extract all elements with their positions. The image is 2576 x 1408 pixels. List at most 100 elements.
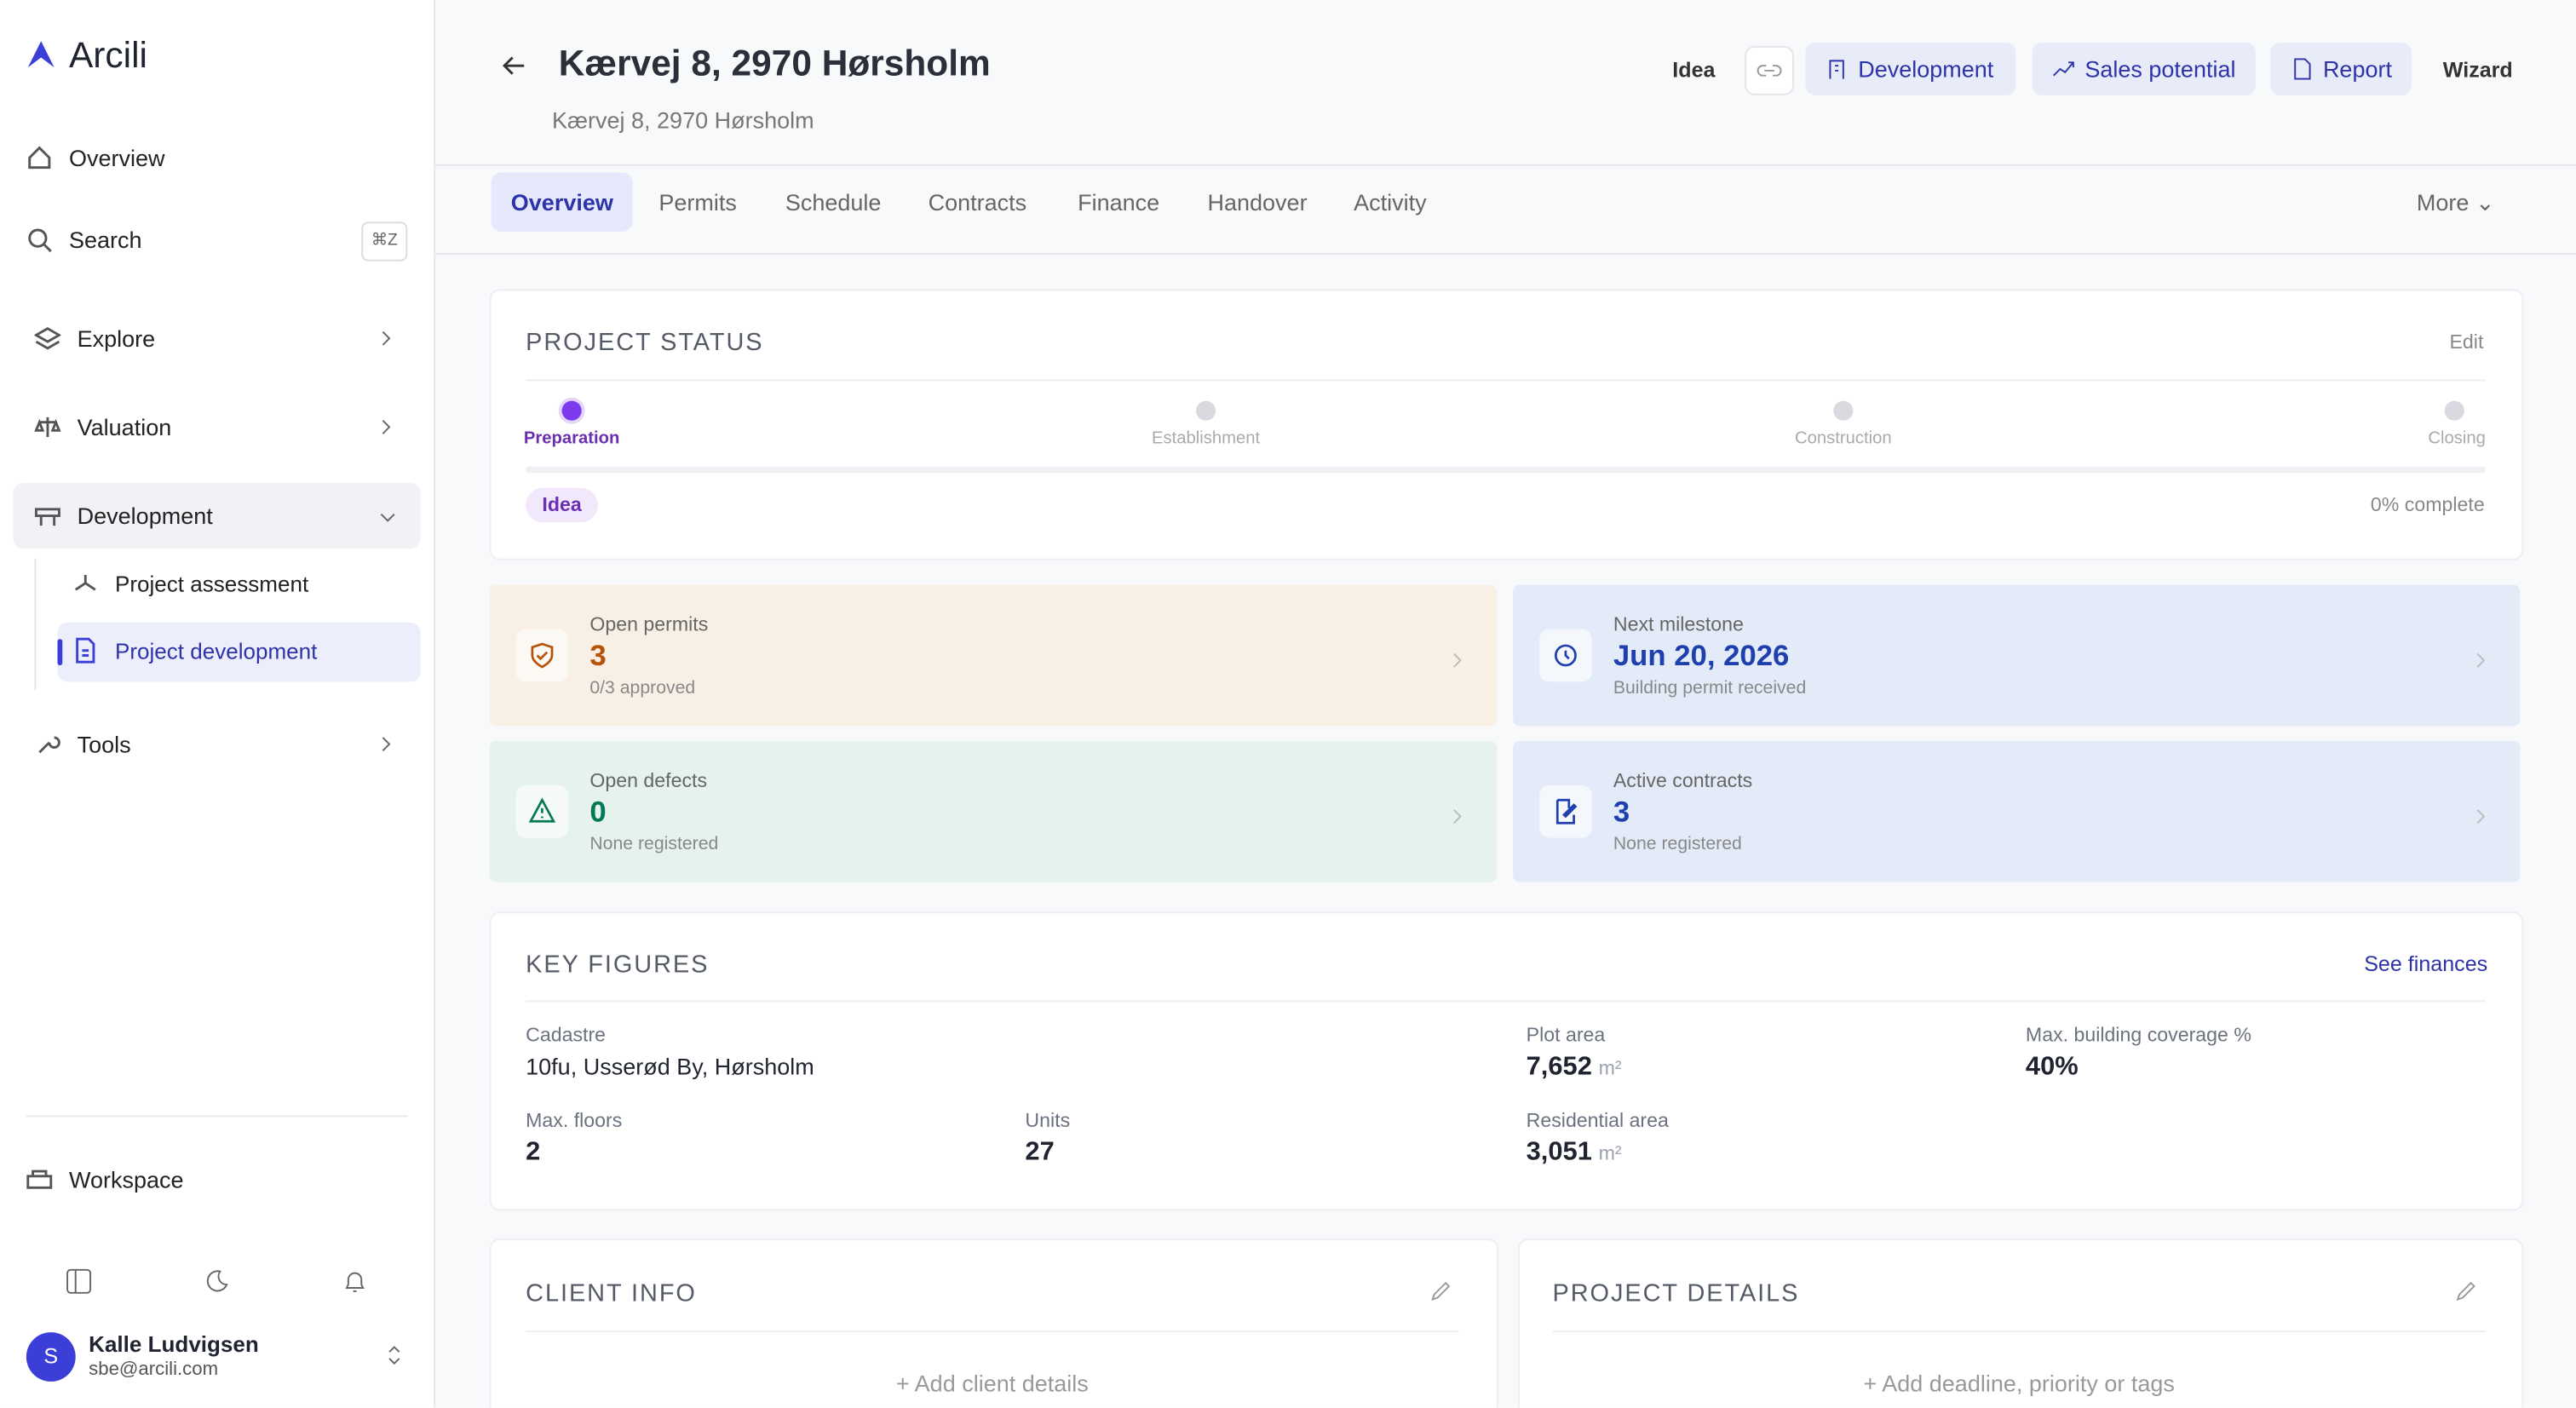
key-figures-title: KEY FIGURES xyxy=(526,951,710,980)
stat-card[interactable] xyxy=(1513,584,2521,727)
edit-icon[interactable] xyxy=(1429,1279,1452,1302)
nav-project-development[interactable]: Project development xyxy=(72,637,317,664)
figure-label: Units xyxy=(1025,1108,1071,1132)
status-edit[interactable]: Edit xyxy=(2449,330,2484,353)
step-label: Closing xyxy=(2428,428,2486,449)
action-label: Report xyxy=(2322,55,2392,83)
tab[interactable]: Schedule xyxy=(785,188,882,216)
nav-workspace[interactable]: Workspace xyxy=(26,1166,184,1192)
add-client[interactable]: + Add client details xyxy=(895,1370,1089,1397)
nav-active-bg xyxy=(57,622,421,682)
see-finances[interactable]: See finances xyxy=(2364,951,2488,976)
stat-label: Active contracts xyxy=(1613,768,1753,792)
nav-label: Overview xyxy=(68,144,165,171)
figure-value: 7,652 m² xyxy=(1527,1053,1622,1083)
action-label: Development xyxy=(1858,55,1994,83)
page-title: Kærvej 8, 2970 Hørsholm xyxy=(558,43,991,84)
figure-unit: m² xyxy=(1598,1141,1622,1165)
stat-value: Jun 20, 2026 xyxy=(1613,639,1790,672)
divider xyxy=(26,1115,408,1118)
progress-text: 0% complete xyxy=(2370,492,2485,516)
logo xyxy=(27,41,55,68)
stat-value: 3 xyxy=(589,639,607,672)
tab-more[interactable]: More ⌄ xyxy=(2416,188,2495,216)
add-details[interactable]: + Add deadline, priority or tags xyxy=(1863,1370,2175,1397)
step-dot xyxy=(558,397,585,424)
figure-number: 3,051 xyxy=(1526,1138,1592,1167)
status-card xyxy=(489,289,2524,560)
icon xyxy=(531,642,554,669)
action-button[interactable]: Development xyxy=(1805,43,2016,95)
tab[interactable]: Contracts xyxy=(928,188,1027,216)
stat-card[interactable] xyxy=(489,584,1497,727)
user-email: sbe@arcili.com xyxy=(89,1359,219,1380)
sidebar-toggle[interactable] xyxy=(66,1268,92,1295)
figure-label: Cadastre xyxy=(526,1023,607,1047)
chevron xyxy=(380,513,395,522)
nav-label: Explore xyxy=(77,325,156,352)
action-label: Idea xyxy=(1672,56,1716,82)
brand: Arcili xyxy=(68,34,147,76)
link-button[interactable] xyxy=(1745,45,1794,95)
figure-value: 40% xyxy=(2026,1053,2079,1083)
nav-overview[interactable]: Overview xyxy=(26,145,165,171)
tab-more-label: More xyxy=(2416,188,2470,216)
stat-note: None registered xyxy=(1613,834,1742,854)
icon xyxy=(1453,809,1462,824)
figure-number: 27 xyxy=(1025,1138,1055,1167)
tab[interactable]: Overview xyxy=(491,172,634,232)
step-dot xyxy=(1833,400,1854,421)
user-menu[interactable] xyxy=(386,1344,402,1367)
client-title: CLIENT INFO xyxy=(526,1279,697,1308)
stat-value: 3 xyxy=(1613,795,1630,828)
edit-icon[interactable] xyxy=(2454,1279,2477,1302)
tab[interactable]: Handover xyxy=(1207,188,1308,216)
stat-card[interactable] xyxy=(1513,740,2521,882)
nav-search[interactable]: Search xyxy=(26,227,142,253)
nav-explore[interactable]: Explore xyxy=(34,325,155,352)
details-card xyxy=(1517,1238,2524,1408)
stat-label: Open defects xyxy=(589,768,708,792)
nav-label: Search xyxy=(68,227,142,253)
figure-value: 27 xyxy=(1025,1138,1054,1168)
nav-development[interactable]: Development xyxy=(34,503,213,529)
nav-valuation[interactable]: Valuation xyxy=(34,414,171,440)
divider xyxy=(526,379,2486,382)
page-subtitle: Kærvej 8, 2970 Hørsholm xyxy=(551,106,814,134)
tab[interactable]: Activity xyxy=(1354,188,1427,216)
stat-label: Open permits xyxy=(589,612,709,636)
figure-value: 3,051 m² xyxy=(1527,1138,1622,1168)
tab[interactable]: Permits xyxy=(658,188,737,216)
divider xyxy=(526,1000,2486,1003)
nav-label: Project assessment xyxy=(114,571,309,596)
action-button[interactable]: Report xyxy=(2270,43,2412,95)
divider xyxy=(1552,1330,2486,1333)
tree-line xyxy=(34,558,37,690)
action-button[interactable]: Wizard xyxy=(2424,43,2526,95)
status-badge: Idea xyxy=(526,487,599,523)
tab[interactable]: Finance xyxy=(1078,188,1160,216)
step-label: Establishment xyxy=(1151,428,1261,449)
divider xyxy=(526,1330,1459,1333)
user-name: Kalle Ludvigsen xyxy=(89,1332,259,1357)
active-indicator xyxy=(57,639,63,666)
step-label: Preparation xyxy=(523,428,620,449)
key-figures-card xyxy=(489,911,2524,1211)
figure-number: 2 xyxy=(526,1138,541,1167)
nav-tools[interactable]: Tools xyxy=(34,731,131,757)
progress-bar xyxy=(526,466,2486,474)
action-button[interactable]: Idea xyxy=(1653,43,1727,95)
stat-card[interactable] xyxy=(489,740,1497,882)
back-button[interactable] xyxy=(501,53,527,79)
icon xyxy=(2476,809,2486,824)
action-label: Wizard xyxy=(2442,56,2513,82)
nav-label: Workspace xyxy=(68,1166,184,1193)
step-dot xyxy=(1195,400,1216,421)
notifications[interactable] xyxy=(342,1268,368,1295)
chevron xyxy=(382,737,391,752)
nav-project-assessment[interactable]: Project assessment xyxy=(72,570,308,596)
action-button[interactable]: Sales potential xyxy=(2032,43,2256,95)
theme-toggle[interactable] xyxy=(204,1268,230,1295)
stat-icon xyxy=(515,629,569,682)
icon xyxy=(1453,652,1462,668)
